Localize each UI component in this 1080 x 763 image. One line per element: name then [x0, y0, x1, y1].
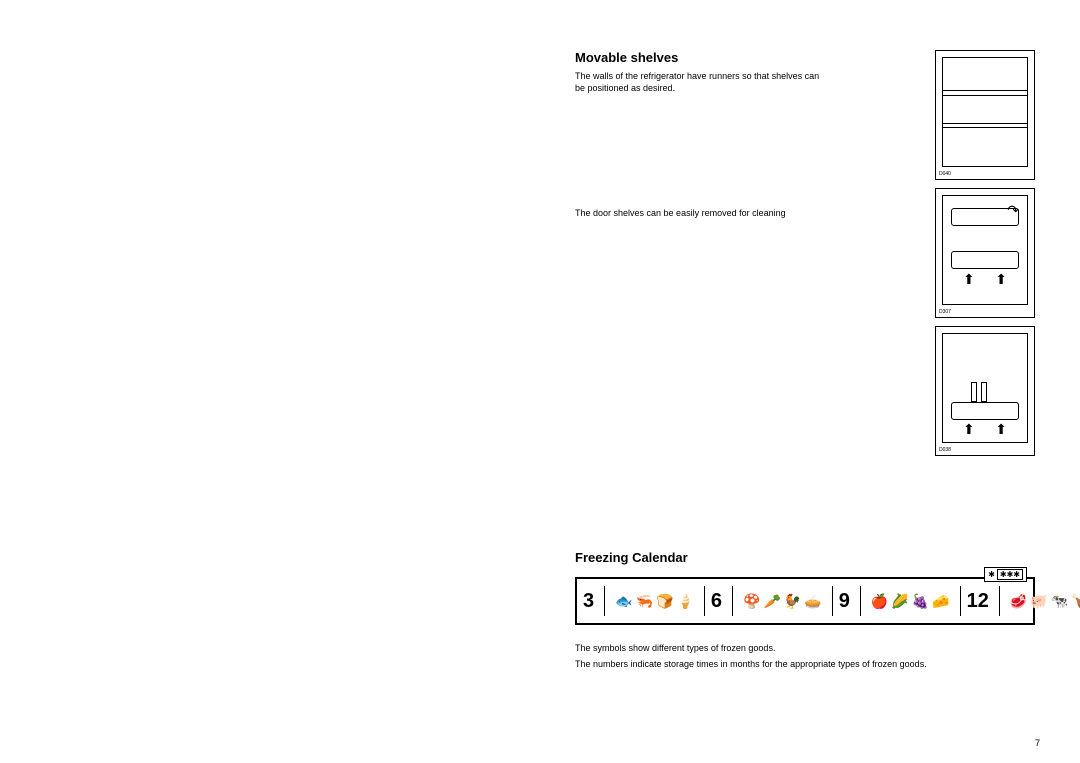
figure-door-bottles: ⬆ ⬆ D038 [935, 326, 1035, 456]
calendar-group: 3 🐟🦐🍞🍦 [583, 586, 711, 616]
calendar-group: 12 🥩🐖🐄🍗 [967, 586, 1080, 616]
figure-label-2: D307 [939, 309, 951, 315]
food-icon: 🍗 [1071, 593, 1080, 610]
calendar-food-icons: 🍎🌽🍇🧀 [871, 593, 950, 610]
food-icon: 🍞 [656, 593, 673, 610]
food-icon: 🥩 [1010, 593, 1027, 610]
food-icon: 🐖 [1030, 593, 1047, 610]
calendar-month-number: 3 [583, 590, 594, 613]
food-icon: 🌽 [891, 593, 908, 610]
up-arrow-icon: ⬆ [995, 421, 1007, 438]
calendar-group: 6 🍄🥕🐓🥧 [711, 586, 839, 616]
calendar-month-number: 6 [711, 590, 722, 613]
up-arrow-icon: ⬆ [963, 271, 975, 288]
stars-icon: ✱✱✱ [997, 569, 1023, 580]
figure-label-1: D040 [939, 171, 951, 177]
figure-shelves: D040 [935, 50, 1035, 180]
calendar-food-icons: 🐟🦐🍞🍦 [615, 593, 694, 610]
food-icon: 🐓 [784, 593, 801, 610]
calendar-note-1: The symbols show different types of froz… [575, 643, 1045, 655]
movable-shelves-para1: The walls of the refrigerator have runne… [575, 71, 825, 94]
calendar-group: 9 🍎🌽🍇🧀 [839, 586, 967, 616]
freezing-calendar-heading: Freezing Calendar [575, 550, 1045, 565]
star-icon: ✱ [988, 570, 995, 579]
freezer-star-badge: ✱ ✱✱✱ [984, 567, 1027, 582]
calendar-food-icons: 🍄🥕🐓🥧 [743, 593, 822, 610]
food-icon: 🍇 [912, 593, 929, 610]
food-icon: 🍎 [871, 593, 888, 610]
calendar-note-2: The numbers indicate storage times in mo… [575, 659, 1045, 671]
calendar-month-number: 9 [839, 590, 850, 613]
bottle-icon [981, 382, 987, 402]
calendar-month-number: 12 [967, 590, 989, 613]
food-icon: 🍄 [743, 593, 760, 610]
bottle-icon [971, 382, 977, 402]
up-arrow-icon: ⬆ [995, 271, 1007, 288]
food-icon: 🥧 [804, 593, 821, 610]
curve-arrow-icon: ↷ [1007, 202, 1019, 219]
food-icon: 🍦 [676, 593, 693, 610]
food-icon: 🐟 [615, 593, 632, 610]
food-icon: 🥕 [763, 593, 780, 610]
calendar-food-icons: 🥩🐖🐄🍗 [1010, 593, 1080, 610]
up-arrow-icon: ⬆ [963, 421, 975, 438]
food-icon: 🦐 [636, 593, 653, 610]
figure-door-remove: ⬆ ⬆ ↷ D307 [935, 188, 1035, 318]
figures-column: D040 ⬆ ⬆ ↷ D307 ⬆ ⬆ D038 [935, 50, 1035, 464]
freezing-calendar-box: ✱ ✱✱✱ 3🐟🦐🍞🍦6🍄🥕🐓🥧9🍎🌽🍇🧀12🥩🐖🐄🍗 [575, 577, 1035, 625]
figure-label-3: D038 [939, 447, 951, 453]
food-icon: 🧀 [932, 593, 949, 610]
movable-shelves-heading: Movable shelves [575, 50, 825, 65]
page-number: 7 [1035, 738, 1040, 748]
movable-shelves-para2: The door shelves can be easily removed f… [575, 208, 825, 220]
food-icon: 🐄 [1051, 593, 1068, 610]
